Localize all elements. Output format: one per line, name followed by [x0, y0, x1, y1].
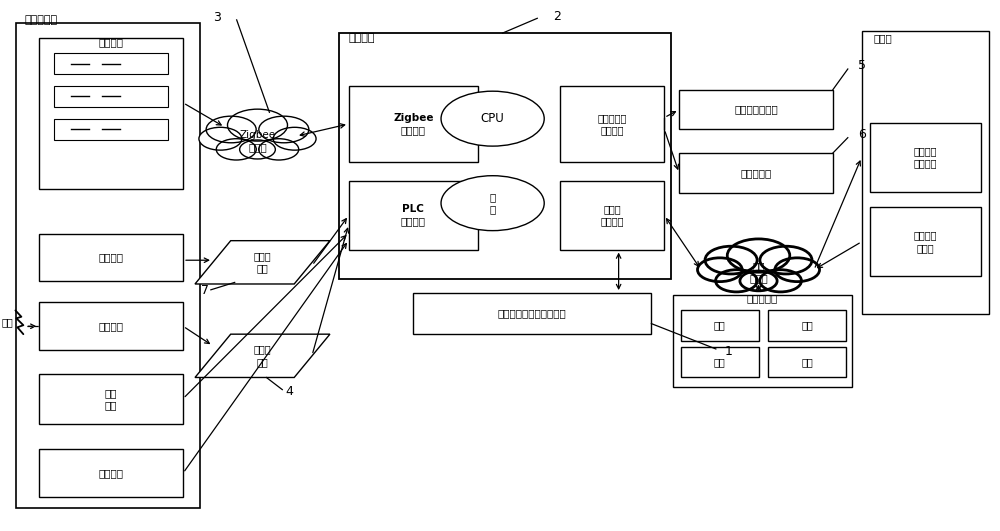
Text: 5: 5 [858, 59, 866, 72]
Circle shape [227, 109, 287, 141]
Bar [39, 303, 183, 350]
Text: 4: 4 [285, 385, 293, 398]
Text: 一体化
装置: 一体化 装置 [254, 251, 271, 273]
Bar [54, 53, 168, 74]
Bar [54, 118, 168, 140]
Bar [768, 347, 846, 378]
Circle shape [240, 140, 275, 159]
Polygon shape [195, 241, 330, 284]
Text: 风机
光伏: 风机 光伏 [105, 388, 117, 410]
Circle shape [740, 271, 777, 291]
Bar [870, 123, 981, 192]
Text: 电视: 电视 [801, 357, 813, 367]
Circle shape [698, 258, 742, 281]
Text: 智能插座: 智能插座 [98, 38, 123, 48]
Bar [673, 295, 852, 387]
Circle shape [727, 239, 790, 272]
Bar [681, 310, 759, 340]
Text: 广域网: 广域网 [874, 33, 892, 44]
Circle shape [775, 258, 820, 281]
Bar [681, 347, 759, 378]
Bar [560, 86, 664, 162]
Bar [339, 33, 671, 279]
Circle shape [760, 246, 812, 274]
Circle shape [441, 91, 544, 146]
Bar [862, 31, 989, 314]
Text: 储能装置: 储能装置 [99, 253, 124, 262]
Text: 低功率无线
通信模块: 低功率无线 通信模块 [597, 113, 627, 135]
Text: Zigbee
自组网: Zigbee 自组网 [239, 130, 276, 152]
Bar [39, 38, 183, 189]
Circle shape [206, 116, 256, 143]
Text: 电网信息
服务平台: 电网信息 服务平台 [913, 146, 937, 168]
Text: 2: 2 [553, 10, 561, 23]
Bar [679, 90, 833, 129]
Polygon shape [195, 334, 330, 378]
Text: 3: 3 [213, 11, 221, 24]
Text: 电
源: 电 源 [490, 192, 496, 215]
Text: 家庭微电网用能管理终端: 家庭微电网用能管理终端 [498, 309, 567, 319]
Text: CPU: CPU [481, 112, 505, 125]
Text: 市电: 市电 [2, 318, 13, 328]
Bar [16, 22, 200, 509]
Text: 1: 1 [725, 345, 733, 357]
Text: 平板: 平板 [714, 357, 726, 367]
Bar [54, 86, 168, 107]
Text: PLC
通信模块: PLC 通信模块 [401, 204, 426, 227]
Text: 手机: 手机 [714, 320, 726, 330]
Circle shape [199, 127, 242, 150]
Circle shape [259, 116, 309, 143]
Text: Zigbee
通信模块: Zigbee 通信模块 [393, 113, 434, 135]
Bar [349, 181, 478, 250]
Text: 温、湿度传感器: 温、湿度传感器 [734, 105, 778, 114]
Bar [560, 181, 664, 250]
Bar [39, 234, 183, 281]
Text: 6: 6 [858, 128, 866, 141]
Circle shape [716, 270, 757, 292]
Circle shape [216, 139, 256, 160]
Bar [768, 310, 846, 340]
Text: 电脑: 电脑 [801, 320, 813, 330]
Circle shape [705, 246, 757, 274]
Bar [679, 153, 833, 193]
Bar [413, 293, 651, 334]
Text: 多媒体终端: 多媒体终端 [747, 293, 778, 303]
Bar [349, 86, 478, 162]
Bar [39, 374, 183, 424]
Circle shape [441, 176, 544, 230]
Circle shape [760, 270, 801, 292]
Circle shape [273, 127, 316, 150]
Text: 7: 7 [201, 285, 209, 297]
Text: 家庭微电网: 家庭微电网 [24, 15, 57, 25]
Text: 以太网
通信模块: 以太网 通信模块 [600, 204, 624, 227]
Text: 远程客户
端设备: 远程客户 端设备 [913, 230, 937, 253]
Text: 家庭
局域网: 家庭 局域网 [749, 261, 768, 284]
Text: 户用网关: 户用网关 [349, 33, 375, 44]
Text: 红外传感器: 红外传感器 [740, 168, 772, 178]
Bar [870, 208, 981, 276]
Text: 智能电表: 智能电表 [99, 321, 124, 331]
Text: 一体化
装置: 一体化 装置 [254, 345, 271, 367]
Bar [39, 449, 183, 497]
Circle shape [259, 139, 299, 160]
Text: 电动汽车: 电动汽车 [99, 468, 124, 478]
